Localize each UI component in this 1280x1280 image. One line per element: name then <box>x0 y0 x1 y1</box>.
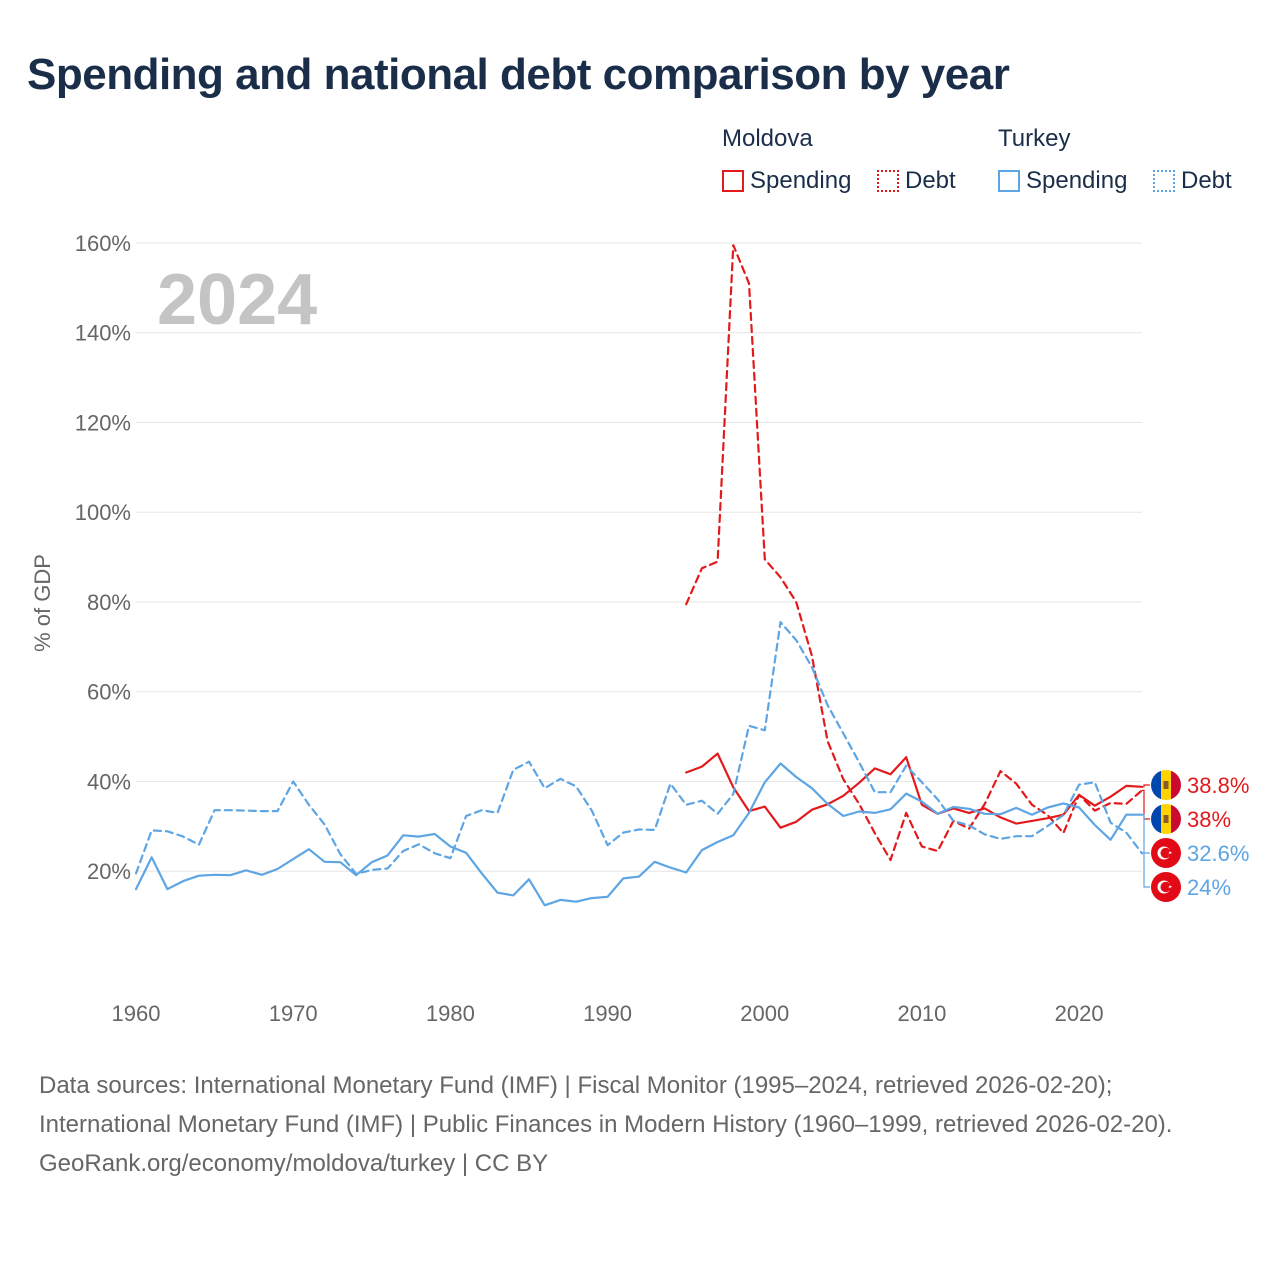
legend-item-turkey-spending[interactable]: Spending <box>998 167 1127 195</box>
moldova-flag-icon <box>1151 804 1181 834</box>
end-label-connector <box>1142 852 1150 888</box>
legend-item-moldova-spending[interactable]: Spending <box>722 167 851 195</box>
legend-group-turkey: Turkey <box>998 125 1071 152</box>
footer: Data sources: International Monetary Fun… <box>39 1066 1239 1183</box>
series-line-turkey-debt[interactable] <box>134 620 1144 876</box>
y-tick-label: 80% <box>87 590 131 615</box>
year-watermark: 2024 <box>157 260 317 340</box>
y-tick-label: 120% <box>75 410 131 435</box>
end-value-label: 38.8% <box>1187 773 1249 798</box>
legend-item-moldova-debt[interactable]: Debt <box>877 167 956 195</box>
y-tick-label: 160% <box>75 231 131 256</box>
dotted-swatch-icon <box>877 170 899 192</box>
legend-label: Spending <box>1026 167 1128 194</box>
y-tick-label: 40% <box>87 769 131 794</box>
x-tick-label: 2020 <box>1055 1001 1104 1026</box>
series-line-moldova-spending[interactable] <box>685 752 1144 829</box>
credit-link[interactable]: GeoRank.org/economy/moldova/turkey | CC … <box>39 1150 549 1177</box>
end-label-connector <box>1142 789 1150 820</box>
series-line-turkey-spending[interactable] <box>134 762 1144 907</box>
x-tick-label: 1980 <box>426 1001 475 1026</box>
chart-title: Spending and national debt comparison by… <box>27 50 1010 99</box>
legend-group-moldova: Moldova <box>722 125 813 152</box>
legend-label: Debt <box>1181 167 1232 194</box>
y-tick-label: 60% <box>87 680 131 705</box>
turkey-flag-icon <box>1151 838 1181 868</box>
line-chart: 20% 40% 60% 80% 100% 120% 140% 160% 1960 1970 1980… <box>30 231 1249 1026</box>
y-axis-label: % of GDP <box>30 554 55 652</box>
x-tick-label: 1960 <box>112 1001 161 1026</box>
data-sources: Data sources: International Monetary Fun… <box>39 1072 1173 1138</box>
series-line-moldova-debt[interactable] <box>685 244 1144 862</box>
legend-item-turkey-debt[interactable]: Debt <box>1153 167 1232 195</box>
end-value-label: 32.6% <box>1187 841 1249 866</box>
solid-swatch-icon <box>998 170 1020 192</box>
x-tick-label: 2010 <box>897 1001 946 1026</box>
x-tick-label: 1970 <box>269 1001 318 1026</box>
turkey-flag-icon <box>1151 872 1181 902</box>
x-tick-label: 1990 <box>583 1001 632 1026</box>
dotted-swatch-icon <box>1153 170 1175 192</box>
end-label-connector <box>1142 784 1150 788</box>
legend-label: Debt <box>905 167 956 194</box>
moldova-flag-icon <box>1151 770 1181 800</box>
end-value-label: 24% <box>1187 875 1231 900</box>
y-tick-label: 20% <box>87 859 131 884</box>
y-tick-label: 140% <box>75 321 131 346</box>
end-value-label: 38% <box>1187 807 1231 832</box>
solid-swatch-icon <box>722 170 744 192</box>
end-label-connector <box>1142 814 1150 854</box>
x-tick-label: 2000 <box>740 1001 789 1026</box>
y-tick-label: 100% <box>75 500 131 525</box>
legend-label: Spending <box>750 167 852 194</box>
